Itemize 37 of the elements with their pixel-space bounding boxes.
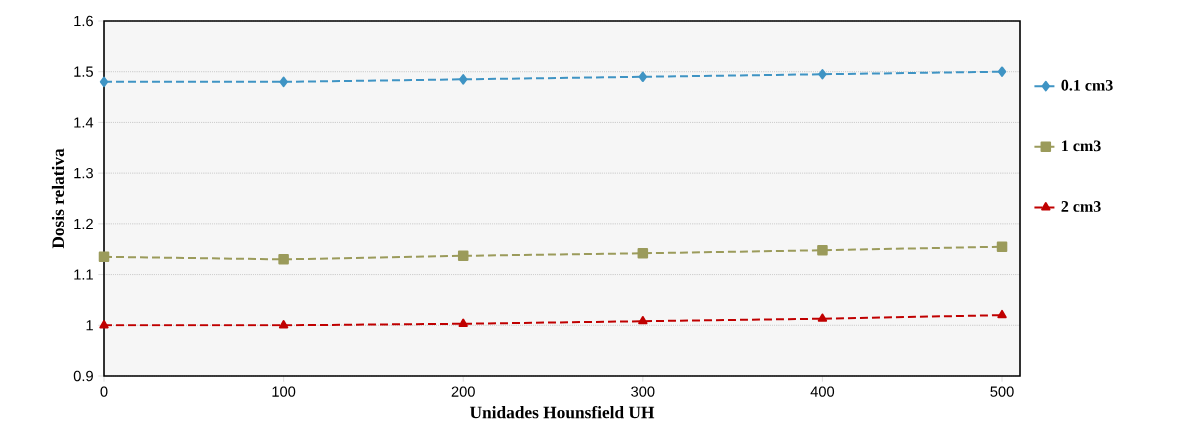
legend-label: 1 cm3 bbox=[1062, 140, 1101, 152]
point bbox=[638, 71, 648, 83]
point bbox=[457, 250, 469, 262]
x-axis-title: Unidades Hounsfield UH bbox=[469, 405, 655, 419]
legend-label: 2 cm3 bbox=[1061, 201, 1101, 212]
y-tick-label: 1 bbox=[86, 320, 93, 331]
point bbox=[997, 309, 1007, 319]
x-tick-label: 400 bbox=[810, 386, 835, 397]
x-tick-label: 100 bbox=[272, 386, 296, 397]
y-tick-label: 1.3 bbox=[74, 167, 93, 179]
x-tick-label: 300 bbox=[631, 386, 655, 397]
y-tick-label: 1.2 bbox=[74, 218, 93, 229]
point bbox=[637, 248, 649, 259]
legend-label: 0.1 cm3 bbox=[1061, 79, 1113, 91]
y-tick-label: 1.4 bbox=[74, 117, 94, 128]
x-tick-label: 500 bbox=[990, 386, 1014, 397]
point bbox=[997, 66, 1007, 77]
x-tick-label: 0 bbox=[100, 386, 108, 397]
point bbox=[99, 320, 109, 329]
point bbox=[99, 76, 109, 88]
point bbox=[459, 74, 468, 85]
point bbox=[817, 313, 828, 322]
point bbox=[996, 241, 1008, 252]
y-axis-title: Dosis relativa bbox=[51, 148, 65, 249]
y-tick-label: 1.6 bbox=[74, 15, 93, 27]
point bbox=[98, 251, 110, 263]
y-tick-label: 1.1 bbox=[74, 269, 93, 280]
point bbox=[817, 244, 828, 256]
x-tick-label: 200 bbox=[451, 386, 475, 397]
y-tick-label: 1.5 bbox=[74, 66, 93, 77]
point bbox=[278, 320, 289, 329]
y-tick-label: 0.9 bbox=[73, 370, 93, 382]
point bbox=[818, 68, 827, 80]
point bbox=[278, 254, 289, 265]
point bbox=[279, 76, 288, 88]
point bbox=[458, 318, 468, 327]
point bbox=[638, 315, 648, 325]
